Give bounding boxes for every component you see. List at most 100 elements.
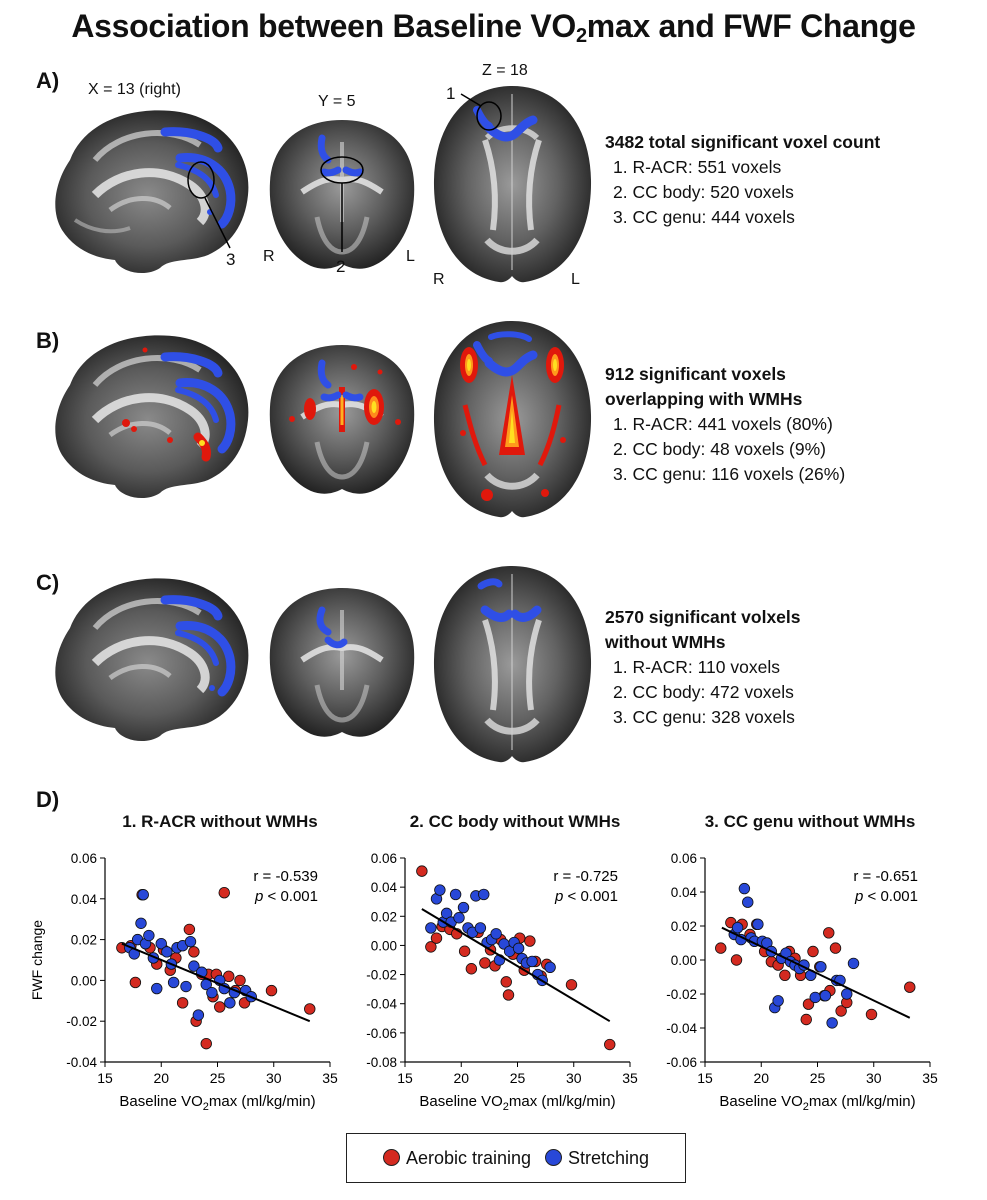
roi-circle-3	[187, 161, 215, 199]
stretching-point	[544, 961, 556, 973]
panel-a-item: 1. R-ACR: 551 voxels	[613, 157, 782, 177]
aerobic-point	[465, 963, 478, 975]
coronal-brain-slice-b	[269, 345, 415, 494]
p-value-annotation: p < 0.001	[554, 888, 618, 905]
y-tick-label: 0.06	[71, 851, 97, 866]
panel-c-item: 2. CC body: 472 voxels	[613, 682, 794, 702]
panel-b-item: 1. R-ACR: 441 voxels (80%)	[613, 414, 833, 434]
x-tick-label: 25	[210, 1070, 226, 1086]
aerobic-point	[904, 981, 916, 993]
stretching-point	[772, 995, 784, 1007]
x-tick-label: 15	[97, 1070, 113, 1086]
coronal-brain-slice-a	[269, 120, 415, 269]
panel-b-header: overlapping with WMHs	[605, 389, 803, 409]
x-tick-label: 35	[922, 1070, 938, 1086]
roi-circle-1	[476, 101, 502, 131]
x-tick-label: 15	[397, 1070, 413, 1086]
aerobic-point	[604, 1038, 616, 1051]
y-tick-label: -0.04	[366, 997, 397, 1012]
panel-c-header: 2570 significant volxels	[605, 607, 801, 627]
stretching-point	[742, 896, 754, 908]
correlation-annotation: r = -0.725	[553, 868, 618, 885]
aerobic-point	[802, 998, 815, 1010]
panel-b-stats: 912 significant voxels overlapping with …	[605, 362, 845, 487]
aerobic-point	[430, 932, 443, 944]
stretching-point	[490, 928, 502, 940]
stretching-point	[474, 922, 487, 934]
y-tick-label: -0.02	[666, 987, 697, 1002]
stretching-point	[841, 988, 853, 1000]
aerobic-point	[524, 935, 536, 947]
aerobic-point	[129, 976, 142, 989]
y-tick-label: 0.06	[371, 851, 397, 866]
scatter-chart-cc-genu: -0.06 -0.04 -0.02 0.00 0.02 0.04 0.06 15 20 25 30 3…	[666, 851, 938, 1113]
x-tick-label: 35	[622, 1070, 638, 1086]
callout-1: 1	[446, 84, 456, 103]
aerobic-point	[218, 886, 230, 899]
stretching-point	[738, 882, 751, 895]
stretching-point	[815, 961, 827, 973]
panel-b-label: B)	[36, 328, 60, 353]
aerobic-point	[234, 974, 246, 987]
legend-marker-aerobic	[382, 1148, 400, 1166]
coord-x-label: X = 13 (right)	[88, 81, 181, 98]
aerobic-point	[265, 984, 278, 997]
y-tick-label: -0.02	[66, 1014, 97, 1029]
y-axis-label: FWF change	[29, 920, 45, 1000]
aerobic-point	[823, 927, 835, 939]
panel-a-item: 3. CC genu: 444 voxels	[613, 207, 795, 227]
panel-a-header: 3482 total significant voxel count	[605, 132, 881, 152]
panel-b-item: 2. CC body: 48 voxels (9%)	[613, 439, 827, 459]
axial-brain-slice-c	[433, 566, 592, 763]
panel-a-stats: 3482 total significant voxel count 1. R-…	[605, 130, 880, 230]
aerobic-point	[800, 1013, 812, 1026]
panel-c-stats: 2570 significant volxels without WMHs 1.…	[605, 605, 801, 730]
stretching-point	[151, 982, 163, 995]
x-axis-label: Baseline VO2max (ml/kg/min)	[719, 1093, 915, 1113]
legend-marker-stretching	[545, 1148, 563, 1166]
stretching-point	[457, 901, 470, 914]
stretching-point	[192, 1009, 205, 1021]
legend-item-stretching: Stretching	[545, 1148, 649, 1169]
y-tick-label: 0.00	[71, 973, 97, 988]
y-tick-label: 0.04	[371, 880, 398, 895]
aerobic-point	[416, 865, 428, 877]
panel-d-label: D)	[36, 787, 60, 812]
y-tick-label: -0.08	[366, 1055, 397, 1070]
aerobic-point	[479, 957, 491, 969]
sagittal-brain-slice-b	[55, 335, 249, 499]
x-tick-label: 25	[810, 1070, 826, 1086]
orient-l-axial: L	[571, 271, 580, 288]
stretching-point	[206, 986, 218, 999]
aerobic-point	[779, 969, 791, 982]
stretching-point	[180, 980, 192, 993]
y-tick-label: -0.06	[666, 1055, 697, 1070]
coronal-brain-slice-c	[269, 588, 415, 737]
aerobic-point	[829, 942, 842, 954]
coord-z-label: Z = 18	[482, 62, 528, 79]
stretching-point	[188, 960, 200, 972]
y-tick-label: 0.02	[71, 933, 97, 948]
y-tick-label: 0.00	[671, 953, 697, 968]
axial-brain-slice-a	[433, 86, 592, 283]
aerobic-point	[502, 989, 515, 1001]
aerobic-point	[304, 1003, 316, 1015]
callout-3: 3	[226, 250, 236, 269]
panel-c-header: without WMHs	[605, 632, 726, 652]
legend-item-aerobic: Aerobic training	[382, 1147, 532, 1169]
aerobic-point	[500, 976, 512, 988]
stretching-point	[137, 889, 149, 901]
aerobic-point	[188, 946, 200, 958]
y-tick-label: 0.04	[71, 892, 98, 907]
orient-r-coronal: R	[263, 248, 275, 265]
legend-label-aerobic: Aerobic training	[405, 1147, 532, 1168]
legend: Aerobic training Stretching	[346, 1133, 686, 1183]
x-axis-label: Baseline VO2max (ml/kg/min)	[419, 1093, 615, 1113]
stretching-point	[453, 912, 465, 924]
y-tick-label: -0.02	[366, 968, 397, 983]
sagittal-brain-slice-a	[55, 110, 249, 274]
y-tick-label: 0.06	[671, 851, 697, 866]
tract-cluster	[160, 127, 223, 153]
panel-a-item: 2. CC body: 520 voxels	[613, 182, 794, 202]
x-axis-label: Baseline VO2max (ml/kg/min)	[119, 1093, 315, 1113]
